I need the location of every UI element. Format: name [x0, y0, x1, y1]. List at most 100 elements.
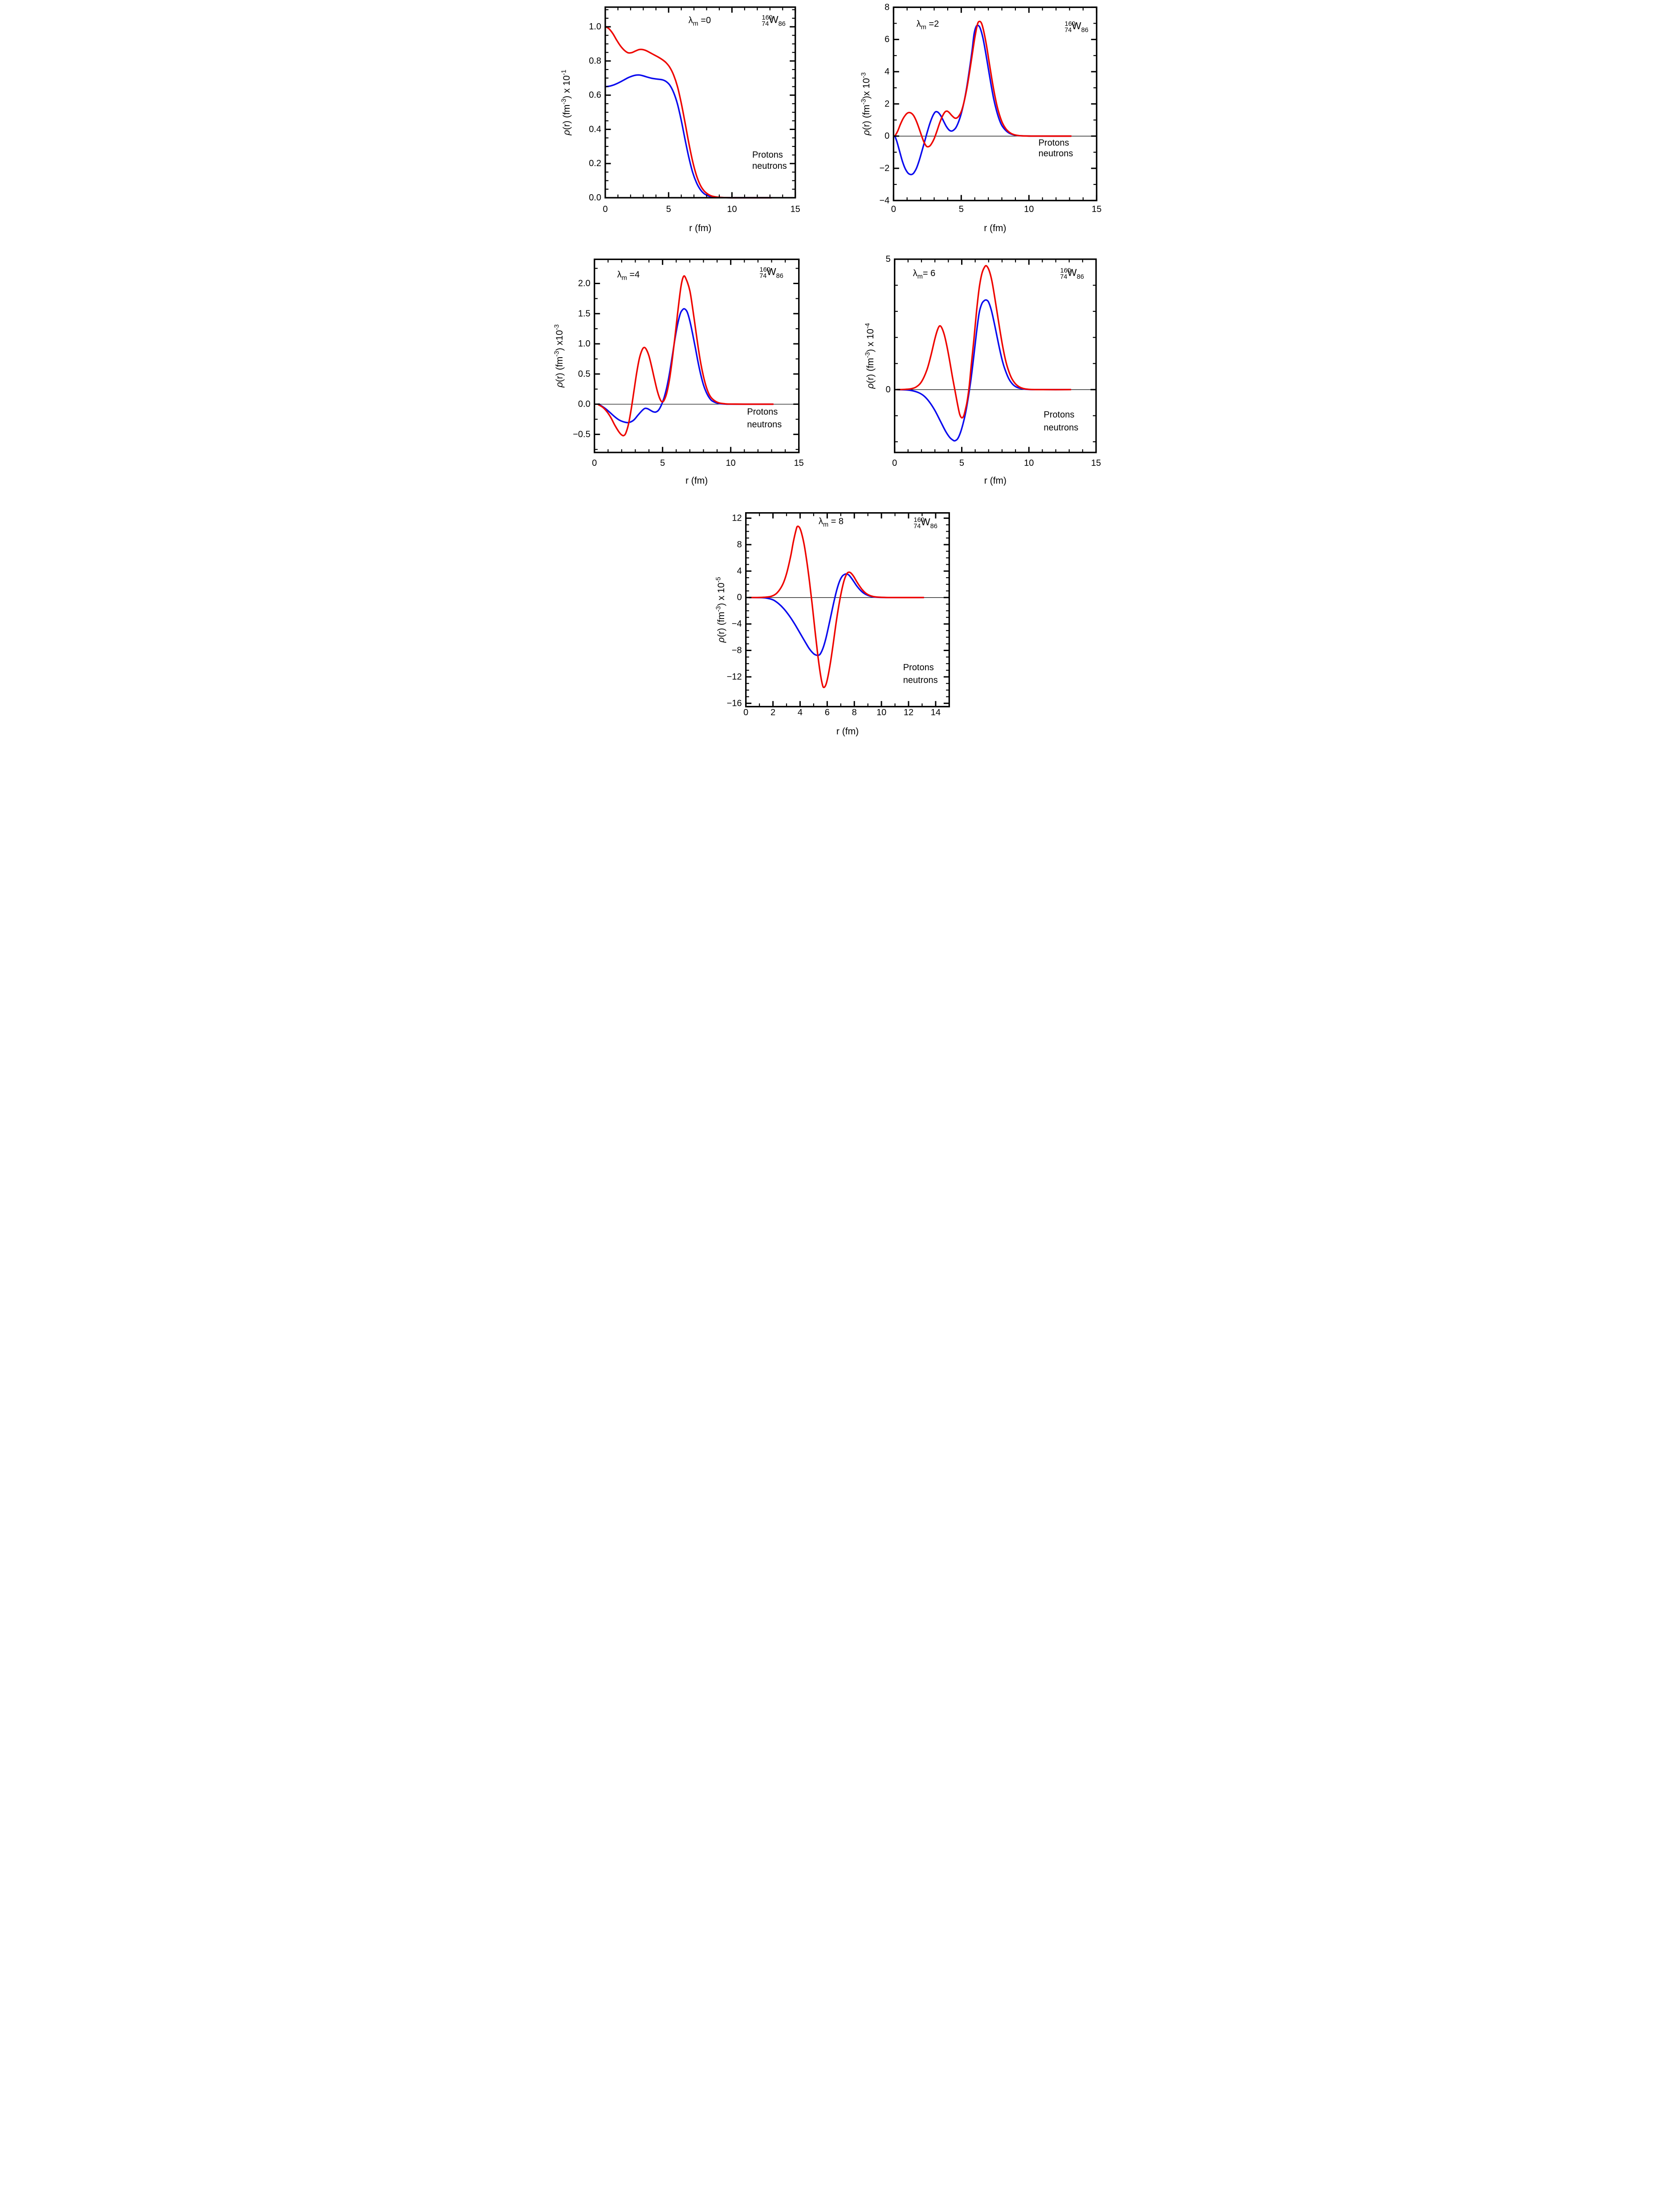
lambda-label: λm= 6: [913, 269, 935, 281]
legend-protons-label: Protons: [1044, 410, 1074, 420]
x-axis-title: r (fm): [984, 476, 1006, 486]
isotope-label: 160 74W86: [1060, 267, 1084, 281]
legend-neutrons-label: neutrons: [1038, 149, 1073, 159]
x-tick-label: 5: [959, 458, 964, 468]
y-tick-label: 0.5: [578, 369, 590, 379]
ticks: 0 5 10 15 −4 −2 0 2 4 6 8: [879, 2, 1101, 214]
x-tick-label: 15: [1092, 204, 1101, 214]
y-tick-label: −16: [726, 698, 742, 708]
protons-curve: [896, 299, 1071, 442]
x-tick-label: 10: [1024, 458, 1034, 468]
panel-lambda-8: 0 2 4 6 8 10 12 14 −16 −12 −8 −4 0 4 8 12 r (fm) ρ(r) (fm…: [715, 512, 950, 737]
legend-neutrons-label: neutrons: [903, 675, 938, 685]
y-tick-label: 0.6: [589, 90, 601, 100]
protons-curve: [597, 308, 774, 424]
plot-frame: [745, 512, 950, 708]
neutrons-curve: [896, 265, 1071, 419]
y-tick-label: 0: [737, 593, 742, 603]
y-tick-label: 0.2: [589, 159, 601, 168]
x-tick-label: 10: [1024, 204, 1034, 214]
x-tick-label: 0: [892, 458, 897, 468]
legend-protons-label: Protons: [1038, 138, 1069, 148]
y-tick-label: 1.0: [589, 22, 601, 32]
x-tick-label: 15: [1091, 458, 1101, 468]
y-tick-label: 12: [732, 513, 742, 523]
neutrons-curve: [605, 26, 772, 199]
y-tick-label: 1.5: [578, 309, 590, 318]
y-tick-label: −4: [731, 619, 742, 629]
ticks: 0 2 4 6 8 10 12 14 −16 −12 −8 −4 0 4 8 12: [726, 513, 950, 717]
x-tick-label: 4: [797, 708, 802, 717]
legend-protons-label: Protons: [903, 663, 933, 672]
x-tick-label: 0: [743, 708, 748, 717]
y-tick-label: 0.0: [589, 193, 601, 203]
protons-curve: [605, 74, 772, 199]
x-tick-label: 15: [794, 458, 803, 468]
neutrons-curve: [748, 526, 924, 688]
y-tick-label: 2: [885, 99, 889, 109]
y-tick-label: 2.0: [578, 279, 590, 289]
x-axis-title: r (fm): [689, 223, 711, 233]
lambda-label: λm = 8: [818, 517, 843, 529]
y-tick-label: −8: [731, 646, 742, 656]
neutrons-curve: [597, 275, 774, 437]
y-tick-label: 0.8: [589, 56, 601, 66]
y-axis-title: ρ(r) (fm-3) x 10-5: [715, 577, 726, 643]
y-tick-label: −2: [879, 163, 889, 173]
x-tick-label: 12: [903, 708, 913, 717]
x-tick-label: 5: [958, 204, 963, 214]
isotope-label: 160 74W86: [913, 517, 938, 530]
x-tick-label: 8: [852, 708, 856, 717]
x-tick-label: 0: [592, 458, 597, 468]
y-tick-label: 0.4: [589, 124, 601, 134]
neutrons-curve: [894, 20, 1072, 148]
y-tick-label: 0: [885, 131, 889, 141]
x-tick-label: 10: [726, 458, 735, 468]
plot-frame: [593, 258, 799, 453]
y-tick-label: 1.0: [578, 339, 590, 349]
x-tick-label: 10: [727, 204, 737, 214]
isotope-label: 160 74W86: [1064, 20, 1088, 34]
y-tick-label: 6: [885, 35, 889, 45]
lambda-label: λm =0: [688, 16, 710, 28]
protons-curve: [748, 573, 924, 656]
ticks: 0 5 10 15 0.0 0.2 0.4 0.6 0.8 1.0: [589, 7, 800, 214]
legend-neutrons-label: neutrons: [752, 161, 787, 171]
y-tick-label: −4: [879, 196, 889, 205]
lambda-label: λm =4: [617, 270, 639, 282]
x-tick-label: 2: [770, 708, 775, 717]
y-axis-title: ρ(r) (fm-3) x10-3: [553, 324, 564, 388]
panel-lambda-6: 0 5 10 15 0 5 r (fm) ρ(r) (fm-3) x 10-4 λm= 6 160…: [864, 254, 1101, 486]
figure-canvas: 0 5 10 15 0.0 0.2 0.4 0.6 0.8 1.0 r (fm) ρ(r) (fm-3…: [553, 2, 1101, 737]
legend-protons-label: Protons: [747, 407, 778, 417]
isotope-label: 160 74W86: [762, 14, 786, 28]
y-axis-title: ρ(r) (fm-3) x 10-1: [560, 69, 571, 136]
lambda-label: λm =2: [916, 19, 938, 31]
panel-lambda-0: 0 5 10 15 0.0 0.2 0.4 0.6 0.8 1.0 r (fm) ρ(r) (fm-3…: [560, 6, 800, 233]
x-tick-label: 0: [891, 204, 896, 214]
x-tick-label: 14: [930, 708, 940, 717]
y-tick-label: 8: [737, 540, 742, 550]
legend-neutrons-label: neutrons: [1044, 423, 1078, 432]
x-axis-title: r (fm): [984, 223, 1006, 233]
y-axis-title: ρ(r) (fm-3)x 10-3: [860, 72, 871, 136]
isotope-label: 160 74W86: [759, 266, 783, 280]
y-tick-label: −12: [726, 672, 742, 682]
plot-frame: [604, 6, 796, 199]
protons-curve: [894, 24, 1072, 175]
y-tick-label: 4: [737, 566, 742, 576]
y-tick-label: 0.0: [578, 399, 590, 409]
x-axis-title: r (fm): [685, 476, 708, 486]
y-tick-label: 4: [885, 67, 889, 77]
figure: 0 5 10 15 0.0 0.2 0.4 0.6 0.8 1.0 r (fm) ρ(r) (fm-3…: [551, 0, 1104, 737]
y-axis-title: ρ(r) (fm-3) x 10-4: [864, 323, 875, 389]
y-tick-label: −0.5: [573, 429, 590, 439]
legend-protons-label: Protons: [752, 150, 783, 160]
panel-lambda-4: 0 5 10 15 −0.5 0.0 0.5 1.0 1.5 2.0 r (fm) ρ(r) (fm-…: [553, 258, 803, 486]
x-tick-label: 10: [876, 708, 886, 717]
y-tick-label: 5: [885, 254, 890, 264]
x-tick-label: 6: [824, 708, 829, 717]
legend-neutrons-label: neutrons: [747, 420, 782, 430]
x-tick-label: 5: [666, 204, 671, 214]
plot-frame: [893, 258, 1097, 453]
